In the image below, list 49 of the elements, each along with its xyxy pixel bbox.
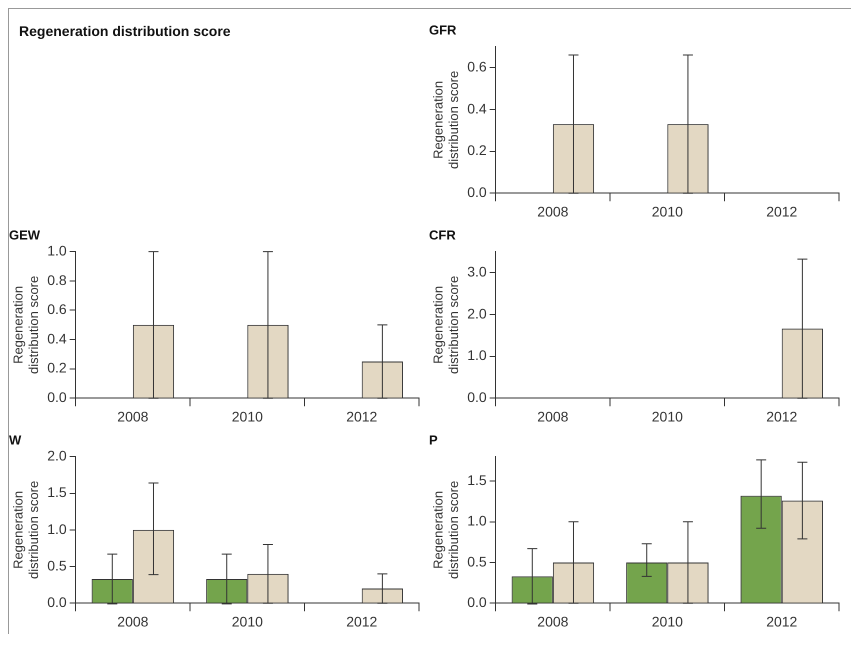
x-tick-label: 2012 [766,408,798,424]
y-tick-label: 0.8 [47,272,67,288]
y-tick-label: 0.5 [467,553,487,570]
y-tick-label: 0.6 [47,301,67,318]
y-axis-title: Regeneration distribution score [430,276,461,374]
text: Regeneration distribution score [19,23,232,39]
y-axis-title: Regeneration distribution score [10,276,41,374]
x-tick-label: 2012 [766,613,798,630]
y-tick-label: 1.0 [47,242,67,258]
x-tick-label: 2008 [117,408,149,424]
y-axis-title: Regeneration distribution score [430,480,461,580]
y-tick-label: 0.0 [467,389,487,406]
y-axis-title: Regeneration distribution score [430,70,461,170]
chart-title: GFR [429,22,458,38]
chart-title: GEW [9,227,41,242]
x-tick-label: 2010 [652,613,684,630]
x-tick-label: 2010 [652,203,684,220]
x-tick-label: 2010 [652,408,684,424]
chart-title: CFR [429,227,456,242]
x-tick-label: 2010 [232,613,264,630]
x-tick-label: 2012 [346,613,378,630]
y-tick-label: 0.2 [467,142,487,158]
y-tick-label: 2.0 [467,305,487,322]
y-tick-label: 0.6 [467,58,487,74]
y-tick-label: 1.0 [467,347,487,364]
y-tick-label: 0.0 [467,184,487,200]
x-tick-label: 2010 [232,408,264,424]
y-axis-title: Regeneration distribution score [10,480,41,580]
y-tick-label: 1.0 [47,520,67,537]
y-tick-label: 3.0 [467,263,487,280]
y-tick-label: 0.4 [467,100,487,116]
y-tick-label: 0.5 [47,557,67,574]
x-tick-label: 2008 [117,613,149,630]
y-tick-label: 0.0 [467,594,487,610]
y-tick-label: 1.5 [467,472,487,488]
chart-title: W [9,432,22,448]
chart-title: P [429,432,438,448]
y-tick-label: 1.0 [467,512,487,529]
x-tick-label: 2008 [537,203,569,220]
y-tick-label: 0.2 [47,360,67,376]
x-tick-label: 2012 [766,203,798,220]
y-tick-label: 0.0 [47,594,67,610]
y-tick-label: 0.4 [47,330,67,346]
x-tick-label: 2012 [346,408,378,424]
y-tick-label: 1.5 [47,484,67,500]
y-tick-label: 2.0 [47,447,67,464]
x-tick-label: 2008 [537,613,569,630]
x-tick-label: 2008 [537,408,569,424]
y-tick-label: 0.0 [47,389,67,406]
